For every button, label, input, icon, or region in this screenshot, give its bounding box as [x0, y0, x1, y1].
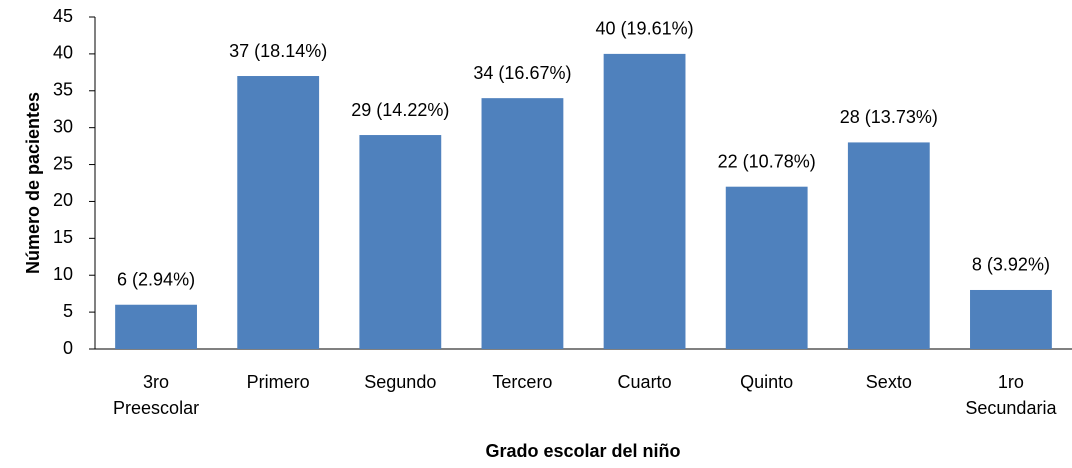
bar: [481, 98, 564, 350]
data-label: 28 (13.73%): [840, 107, 938, 127]
y-tick-label: 5: [63, 301, 73, 321]
y-tick-label: 30: [53, 116, 73, 136]
y-tick-label: 35: [53, 80, 73, 100]
y-tick-label: 0: [63, 338, 73, 358]
bar: [237, 76, 320, 350]
y-tick-label: 10: [53, 264, 73, 284]
data-label: 8 (3.92%): [972, 255, 1050, 275]
x-tick-label: 1ro Secundaria: [965, 372, 1057, 418]
data-label: 40 (19.61%): [596, 19, 694, 39]
bar: [970, 289, 1052, 349]
x-tick-label: Sexto: [865, 372, 912, 392]
bar: [847, 142, 930, 349]
x-tick-label: Cuarto: [617, 372, 672, 392]
x-tick-label: Primero: [246, 372, 310, 392]
y-tick-label: 45: [53, 6, 73, 26]
bar: [725, 186, 808, 349]
data-label: 29 (14.22%): [351, 100, 449, 120]
x-tick-label: Tercero: [492, 372, 553, 392]
data-label: 6 (2.94%): [117, 269, 195, 289]
y-tick-label: 15: [53, 227, 73, 247]
y-tick-label: 25: [53, 153, 73, 173]
bar: [603, 53, 686, 350]
x-axis-label: Grado escolar del niño: [485, 441, 680, 461]
y-axis-label: Número de pacientes: [23, 92, 43, 274]
bar: [359, 135, 442, 349]
y-tick-label: 20: [53, 190, 73, 210]
x-tick-label: Segundo: [364, 372, 437, 392]
data-label: 34 (16.67%): [473, 63, 571, 83]
bar: [115, 304, 197, 349]
data-label: 37 (18.14%): [229, 41, 327, 61]
data-label: 22 (10.78%): [718, 151, 816, 171]
y-tick-label: 40: [53, 43, 73, 63]
x-tick-label: 3ro Preescolar: [113, 372, 200, 418]
x-tick-label: Quinto: [740, 372, 794, 392]
